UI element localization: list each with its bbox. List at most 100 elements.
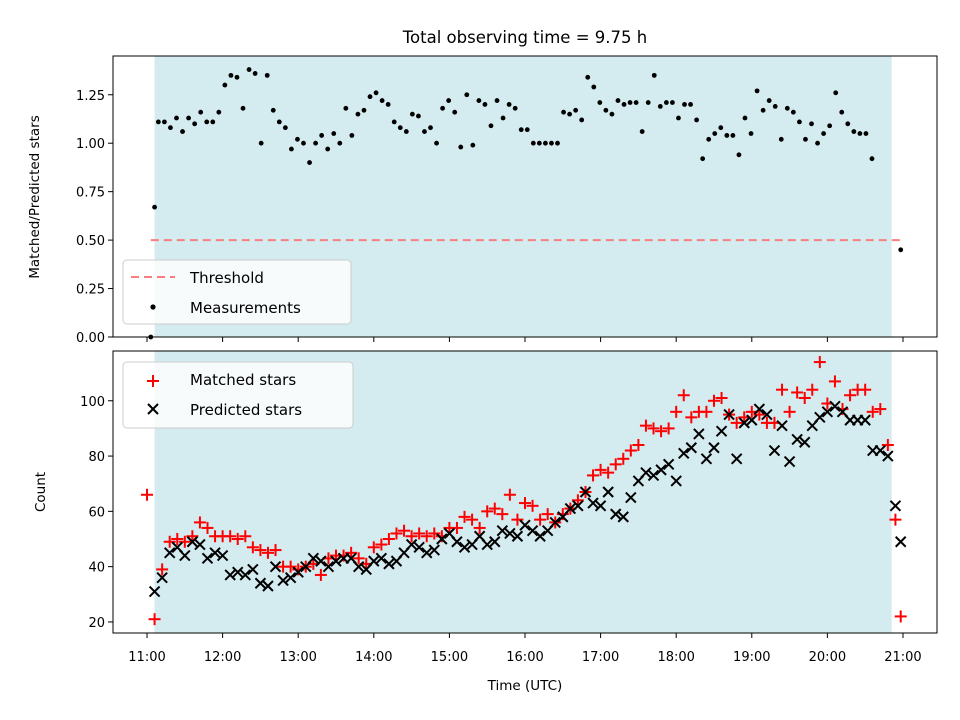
measurement-point (700, 156, 706, 162)
measurement-point (518, 127, 524, 133)
matched-star-point (783, 405, 796, 418)
predicted-star-point (882, 450, 894, 462)
measurement-point (246, 67, 252, 72)
measurement-point (803, 136, 808, 142)
measurement-point (797, 119, 802, 125)
measurement-point (543, 140, 548, 146)
ratio-y-ticks: 0.00 0.25 0.50 0.75 1.00 1.25 (76, 89, 113, 346)
predicted-star-point (798, 436, 811, 448)
matched-star-point (450, 521, 463, 534)
measurement-point (409, 111, 415, 117)
measurement-point (512, 105, 518, 111)
y-tick-label: 80 (88, 450, 105, 465)
measurement-point (276, 119, 282, 125)
predicted-star-point (685, 442, 698, 454)
predicted-star-point (194, 538, 206, 551)
measurement-point (349, 133, 355, 138)
predicted-star-point (768, 444, 781, 457)
matched-star-point (141, 488, 154, 501)
matched-star-point (685, 411, 698, 424)
matched-star-point (700, 405, 713, 418)
ratio-panel: 0.00 0.25 0.50 0.75 1.00 1.25 Total observing… (27, 28, 938, 346)
matched-star-point (420, 530, 433, 543)
x-tick-label: 12:00 (204, 650, 241, 665)
predicted-star-point (602, 486, 614, 498)
matched-star-point (662, 422, 675, 435)
matched-star-point (413, 527, 426, 540)
measurement-point (331, 131, 337, 136)
predicted-star-point (708, 442, 720, 454)
x-axis-label: Time (UTC) (487, 678, 563, 694)
measurement-point (488, 123, 494, 129)
measurement-point (790, 109, 796, 115)
measurement-point (718, 125, 724, 131)
matched-star-point (753, 408, 766, 421)
measurement-point (446, 98, 452, 103)
legend-predicted-swatch (147, 403, 159, 415)
measurement-point (863, 131, 869, 136)
predicted-star-point (428, 544, 440, 556)
measurement-point (676, 115, 681, 121)
predicted-star-point (791, 433, 803, 446)
predicted-star-point (662, 458, 675, 471)
measurement-point (694, 117, 700, 123)
predicted-star-point (693, 428, 705, 440)
matched-star-point (284, 560, 297, 573)
measurement-point (736, 152, 742, 158)
matched-star-point (488, 502, 501, 515)
legend-measurements-label: Measurements (190, 299, 301, 317)
x-tick-label: 21:00 (884, 650, 921, 665)
measurement-point (898, 247, 904, 253)
matched-star-point (806, 383, 819, 396)
matched-star-point (534, 513, 547, 526)
predicted-star-point (247, 563, 259, 576)
matched-star-point (609, 458, 622, 471)
predicted-star-point (829, 400, 841, 413)
matched-star-point (655, 425, 668, 438)
matched-star-point (352, 552, 365, 565)
measurement-point (494, 98, 500, 103)
predicted-star-point (670, 475, 682, 487)
measurement-point (385, 102, 391, 107)
matched-star-point (639, 419, 652, 432)
measurement-point (724, 133, 730, 138)
measurement-point (627, 100, 633, 105)
measurement-point (621, 102, 627, 107)
measurement-point (301, 140, 306, 146)
measurement-point (730, 133, 736, 138)
predicted-star-point (511, 530, 524, 542)
y-tick-label: 1.25 (76, 89, 105, 104)
predicted-star-point (519, 519, 531, 531)
matched-star-point (201, 521, 214, 534)
matched-star-point (178, 535, 191, 548)
measurement-point (827, 123, 833, 129)
matched-star-point (776, 383, 789, 396)
predicted-star-point (504, 527, 516, 540)
predicted-star-point (738, 417, 750, 429)
measurement-point (500, 115, 506, 121)
measurement-point (162, 119, 167, 125)
matched-star-point (715, 392, 728, 404)
matched-star-point (571, 494, 584, 507)
measurement-point (337, 140, 343, 146)
matched-star-point (481, 505, 494, 518)
ratio-x-ticks (146, 337, 904, 342)
predicted-star-point (640, 466, 652, 479)
measurement-point (579, 117, 585, 123)
measurement-point (192, 121, 198, 127)
predicted-star-point (156, 571, 168, 584)
predicted-star-point (572, 500, 584, 512)
measurement-point (234, 74, 240, 80)
y-tick-label: 20 (88, 616, 105, 631)
measurement-point (343, 105, 349, 111)
count-panel: 20 40 60 80 100 11:00 12:00 13:00 14:00 15:00 16:… (33, 350, 938, 694)
predicted-star-point (383, 558, 395, 570)
measurement-point (458, 144, 464, 150)
matched-star-point (473, 521, 486, 534)
matched-star-point (889, 513, 902, 526)
measurement-point (289, 146, 294, 152)
measurement-point (307, 160, 312, 165)
predicted-star-point (776, 419, 788, 432)
matched-star-point (519, 497, 531, 510)
measurement-point (754, 88, 760, 94)
